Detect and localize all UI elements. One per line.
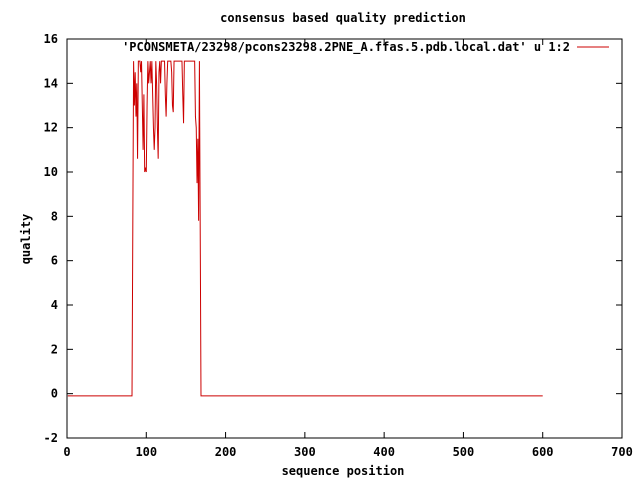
- y-tick-label: 0: [51, 387, 58, 401]
- y-tick-label: -2: [44, 431, 58, 445]
- y-tick-label: 6: [51, 254, 58, 268]
- x-tick-label: 600: [532, 445, 554, 459]
- x-tick-label: 500: [453, 445, 475, 459]
- legend: 'PCONSMETA/23298/pcons23298.2PNE_A.ffas.…: [122, 40, 609, 55]
- y-tick-label: 4: [51, 298, 58, 312]
- axis-ticks: -2 0 2 4 6 8 10 12 14 16 0 100 200 300 400 500 600 700: [44, 32, 633, 459]
- x-tick-label: 700: [611, 445, 633, 459]
- x-axis-label: sequence position: [282, 464, 405, 478]
- y-tick-label: 2: [51, 342, 58, 356]
- y-axis-label: quality: [19, 214, 33, 265]
- y-tick-label: 10: [44, 165, 58, 179]
- chart-title: consensus based quality prediction: [220, 11, 466, 25]
- y-tick-label: 16: [44, 32, 58, 46]
- series-line: [67, 60, 543, 397]
- x-tick-label: 0: [63, 445, 70, 459]
- y-tick-label: 14: [44, 76, 58, 90]
- legend-entry-label: 'PCONSMETA/23298/pcons23298.2PNE_A.ffas.…: [122, 40, 570, 55]
- x-tick-label: 300: [294, 445, 316, 459]
- x-tick-label: 400: [373, 445, 395, 459]
- y-tick-label: 8: [51, 209, 58, 223]
- plot-frame: [66, 38, 623, 439]
- y-tick-label: 12: [44, 121, 58, 135]
- series-lines: [67, 60, 543, 397]
- x-tick-label: 200: [215, 445, 237, 459]
- x-tick-label: 100: [135, 445, 157, 459]
